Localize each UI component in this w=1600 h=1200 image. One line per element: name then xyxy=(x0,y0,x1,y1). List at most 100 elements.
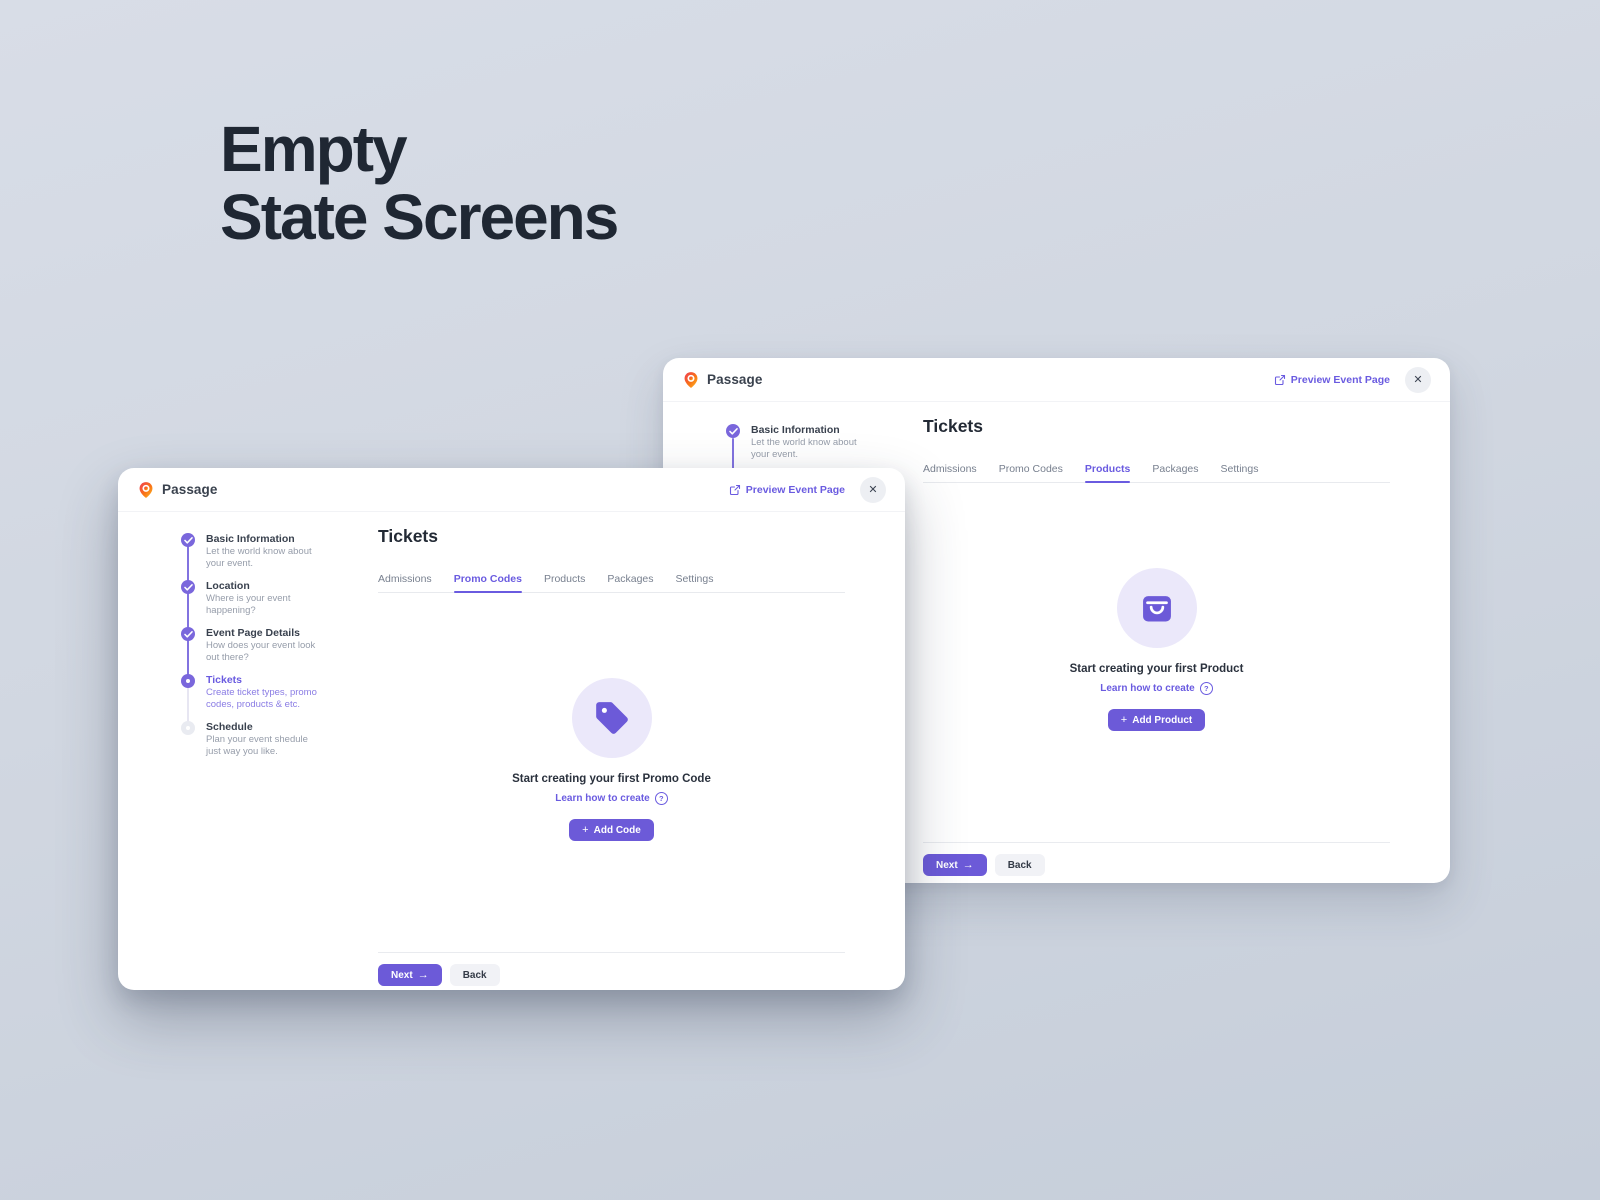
header-actions: Preview Event Page ✕ xyxy=(729,476,886,503)
step-check-icon xyxy=(181,533,195,547)
preview-event-page-link[interactable]: Preview Event Page xyxy=(729,484,845,496)
tab-products[interactable]: Products xyxy=(1084,458,1130,483)
page-title-line1: Empty xyxy=(220,113,408,185)
tab-packages[interactable]: Packages xyxy=(607,573,654,585)
preview-link-label: Preview Event Page xyxy=(745,483,845,496)
next-label: Next xyxy=(936,859,958,871)
close-icon: ✕ xyxy=(868,483,878,496)
preview-link-label: Preview Event Page xyxy=(1290,373,1390,386)
brand-name: Passage xyxy=(707,372,763,387)
step-check-icon xyxy=(181,580,195,594)
tab-products[interactable]: Products xyxy=(543,573,586,585)
step-text: Schedule Plan your event shedule just wa… xyxy=(206,721,318,757)
passage-logo-icon xyxy=(139,481,153,498)
step-tickets[interactable]: Tickets Create ticket types, promo codes… xyxy=(181,674,318,710)
footer-divider xyxy=(923,842,1390,843)
step-description: Create ticket types, promo codes, produc… xyxy=(206,687,317,710)
window-header: Passage Preview Event Page ✕ xyxy=(118,468,905,512)
stepper-rail-done xyxy=(187,540,189,681)
tab-bar: Admissions Promo Codes Products Packages… xyxy=(378,568,845,593)
external-link-icon xyxy=(1274,374,1285,385)
empty-state: Start creating your first Product Learn … xyxy=(923,568,1390,731)
add-code-label: Add Code xyxy=(593,824,641,836)
back-button[interactable]: Back xyxy=(994,854,1045,876)
add-code-button[interactable]: + Add Code xyxy=(569,819,654,841)
tab-settings[interactable]: Settings xyxy=(1220,463,1259,475)
plus-icon: + xyxy=(582,823,589,836)
close-button[interactable]: ✕ xyxy=(860,476,886,503)
passage-logo-icon xyxy=(684,371,698,388)
next-button[interactable]: Next → xyxy=(923,854,987,876)
footer-divider xyxy=(378,952,845,953)
step-title: Schedule xyxy=(206,721,253,733)
step-basic-information[interactable]: Basic Information Let the world know abo… xyxy=(726,424,863,460)
empty-state-title: Start creating your first Promo Code xyxy=(512,773,711,785)
next-button[interactable]: Next → xyxy=(378,964,442,986)
tab-promo-codes[interactable]: Promo Codes xyxy=(453,568,523,593)
empty-state-illustration xyxy=(571,678,652,758)
add-product-button[interactable]: + Add Product xyxy=(1107,709,1206,731)
page-heading: Tickets xyxy=(378,526,438,546)
step-description: Where is your event happening? xyxy=(206,593,291,616)
arrow-right-icon: → xyxy=(962,858,974,871)
step-title: Basic Information xyxy=(751,424,840,436)
footer-actions: Next → Back xyxy=(923,854,1045,876)
preview-event-page-link[interactable]: Preview Event Page xyxy=(1274,374,1390,386)
empty-state-illustration xyxy=(1116,568,1197,648)
tab-promo-codes[interactable]: Promo Codes xyxy=(998,463,1063,475)
tab-admissions[interactable]: Admissions xyxy=(923,463,977,475)
tab-settings[interactable]: Settings xyxy=(675,573,714,585)
step-description: Let the world know about your event. xyxy=(206,546,312,569)
step-schedule[interactable]: Schedule Plan your event shedule just wa… xyxy=(181,721,318,757)
step-event-page-details[interactable]: Event Page Details How does your event l… xyxy=(181,627,318,663)
step-title: Tickets xyxy=(206,674,242,686)
empty-state: Start creating your first Promo Code Lea… xyxy=(378,678,845,841)
step-description: Plan your event shedule just way you lik… xyxy=(206,734,308,757)
step-text: Location Where is your event happening? xyxy=(206,580,318,616)
close-button[interactable]: ✕ xyxy=(1405,366,1431,393)
step-title: Location xyxy=(206,580,250,592)
next-label: Next xyxy=(391,969,413,981)
page-title-line2: State Screens xyxy=(220,181,619,253)
step-location[interactable]: Location Where is your event happening? xyxy=(181,580,318,616)
close-icon: ✕ xyxy=(1413,373,1423,386)
step-text: Tickets Create ticket types, promo codes… xyxy=(206,674,318,710)
help-icon: ? xyxy=(1199,682,1213,695)
brand: Passage xyxy=(137,481,218,499)
step-basic-information[interactable]: Basic Information Let the world know abo… xyxy=(181,533,318,569)
step-title: Basic Information xyxy=(206,533,295,545)
footer-actions: Next → Back xyxy=(378,964,500,986)
tab-packages[interactable]: Packages xyxy=(1152,463,1199,475)
tag-icon xyxy=(595,702,628,734)
shopping-bag-icon xyxy=(1142,596,1171,622)
step-active-radio-icon xyxy=(181,674,195,688)
help-icon: ? xyxy=(654,792,668,805)
promo-codes-screen-card: Passage Preview Event Page ✕ Basic Infor… xyxy=(118,468,905,990)
empty-state-title: Start creating your first Product xyxy=(1069,663,1244,675)
back-button[interactable]: Back xyxy=(449,964,500,986)
step-todo-radio-icon xyxy=(181,721,195,735)
learn-link-label: Learn how to create xyxy=(1100,683,1195,694)
learn-how-to-create-link[interactable]: Learn how to create ? xyxy=(555,792,668,805)
add-product-label: Add Product xyxy=(1132,714,1193,726)
header-actions: Preview Event Page ✕ xyxy=(1274,366,1431,393)
step-description: How does your event look out there? xyxy=(206,640,316,663)
window-header: Passage Preview Event Page ✕ xyxy=(663,358,1450,402)
brand-name: Passage xyxy=(162,482,218,497)
page-heading: Tickets xyxy=(923,416,983,436)
step-text: Event Page Details How does your event l… xyxy=(206,627,318,663)
arrow-right-icon: → xyxy=(417,968,429,981)
step-title: Event Page Details xyxy=(206,627,300,639)
learn-how-to-create-link[interactable]: Learn how to create ? xyxy=(1100,682,1213,695)
tab-bar: Admissions Promo Codes Products Packages… xyxy=(923,458,1390,483)
step-check-icon xyxy=(181,627,195,641)
plus-icon: + xyxy=(1120,713,1128,726)
tab-admissions[interactable]: Admissions xyxy=(378,573,432,585)
stepper-rail xyxy=(732,438,734,473)
step-description: Let the world know about your event. xyxy=(751,437,857,460)
brand: Passage xyxy=(682,371,763,389)
page-title: Empty State Screens xyxy=(220,113,619,253)
step-check-icon xyxy=(726,424,740,438)
step-text: Basic Information Let the world know abo… xyxy=(206,533,318,569)
external-link-icon xyxy=(729,484,740,495)
